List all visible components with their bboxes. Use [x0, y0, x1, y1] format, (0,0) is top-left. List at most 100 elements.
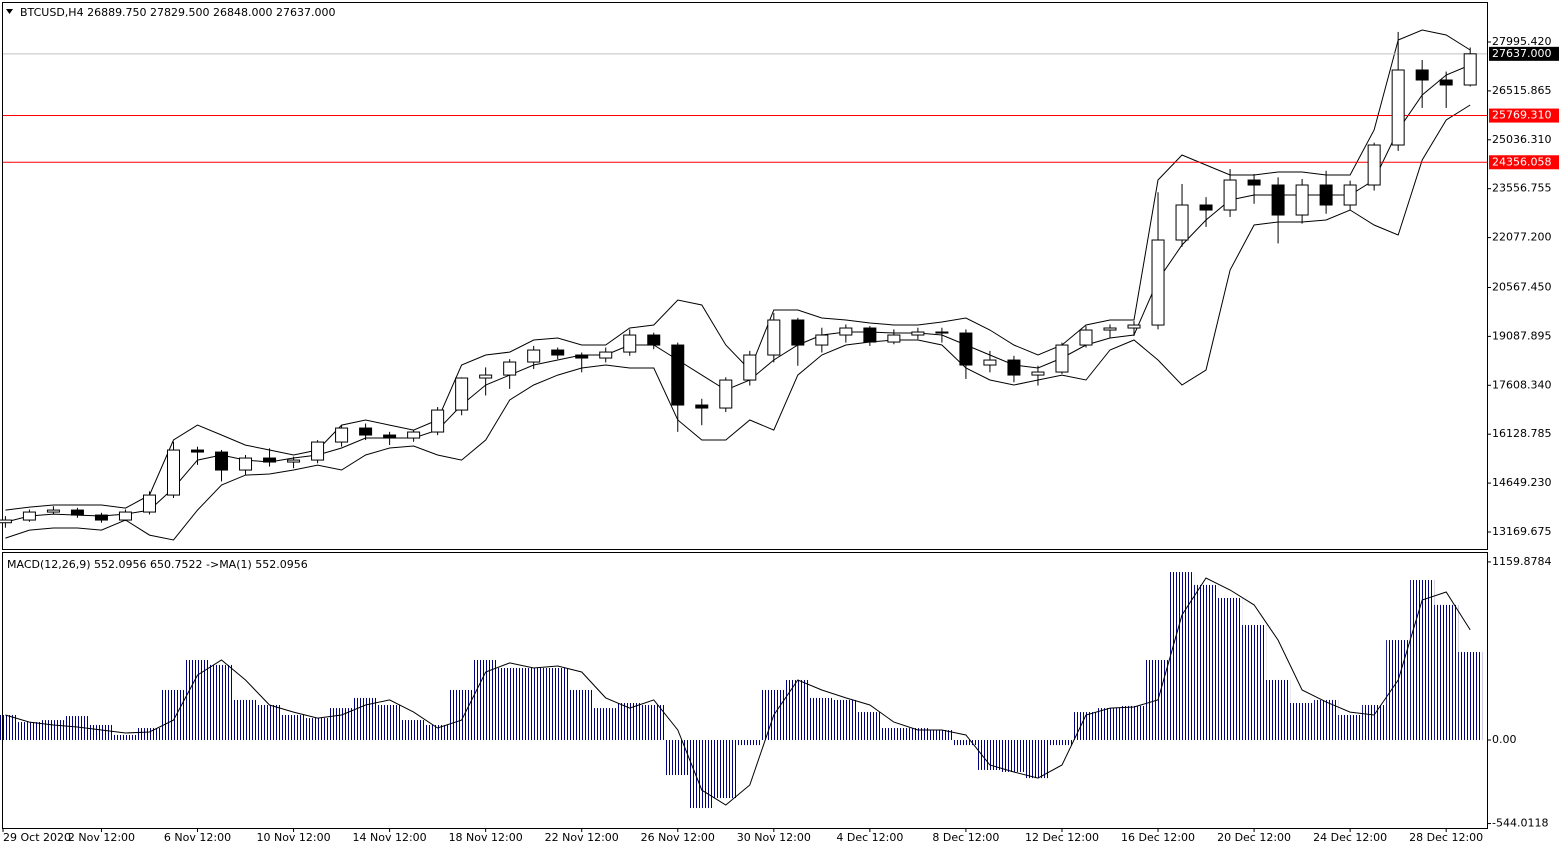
candle-body [1247, 179, 1261, 186]
macd-bar [1001, 740, 1026, 772]
x-tick-label: 30 Nov 12:00 [737, 831, 811, 844]
candle-body [1391, 69, 1405, 146]
candle-body [1007, 359, 1021, 376]
candle-body [166, 449, 180, 496]
candle-body [839, 327, 853, 336]
y-tick-label: -544.0118 [1492, 817, 1548, 830]
macd-bar [545, 668, 570, 741]
menu-arrow[interactable] [6, 9, 13, 14]
x-tick-label: 12 Dec 12:00 [1025, 831, 1099, 844]
macd-bar [449, 689, 474, 741]
macd-bar [17, 722, 42, 741]
macd-bar [1386, 640, 1411, 741]
macd-bar [305, 718, 330, 741]
macd-bar [497, 668, 522, 741]
candle-body [1343, 184, 1357, 206]
candle-body [1151, 239, 1165, 326]
candle-body [983, 359, 997, 366]
candle-body [815, 334, 829, 346]
macd-bar [1410, 580, 1435, 741]
candle-body [791, 319, 805, 346]
macd-bar [1458, 652, 1483, 741]
macd-bar [41, 720, 66, 741]
candle-body [70, 509, 84, 516]
candle-body [455, 377, 469, 411]
x-tick-label: 2 Nov 12:00 [68, 831, 135, 844]
macd-bar [1290, 703, 1315, 741]
candle-body [551, 349, 565, 356]
candle-body [22, 511, 36, 521]
x-tick-label: 6 Nov 12:00 [164, 831, 231, 844]
macd-bar [881, 728, 906, 741]
level-label-box [1489, 108, 1559, 123]
y-tick-label: 16128.785 [1492, 427, 1552, 440]
y-tick-label: 22077.200 [1492, 231, 1552, 244]
signal-line [5, 577, 1471, 806]
candle-body [647, 334, 661, 346]
macd-bar [905, 728, 930, 741]
candle-body [1223, 179, 1237, 211]
candle-body [695, 404, 709, 409]
bollinger-upper [5, 29, 1471, 511]
macd-bar [1314, 699, 1339, 741]
macd-bar [857, 712, 882, 741]
macd-bar [665, 740, 690, 776]
candle-body [959, 332, 973, 366]
macd-bar [401, 720, 426, 741]
candle-body [1319, 184, 1333, 206]
y-tick-label: 0.00 [1492, 733, 1517, 746]
candle-body [479, 374, 493, 379]
price-panel-frame [2, 2, 1488, 550]
macd-bar [809, 697, 834, 741]
candle-body [743, 354, 757, 381]
candle-body [911, 331, 925, 336]
x-tick-label: 16 Dec 12:00 [1121, 831, 1195, 844]
macd-bar [113, 734, 138, 741]
candle-body [719, 379, 733, 409]
x-tick-label: 18 Nov 12:00 [449, 831, 523, 844]
candle-body [1055, 344, 1069, 373]
macd-bar [1338, 714, 1363, 741]
candle-body [335, 427, 349, 443]
candle-body [94, 514, 108, 521]
macd-bar [65, 716, 90, 741]
candle-body [407, 431, 421, 439]
macd-bar [377, 705, 402, 741]
macd-bar [329, 708, 354, 741]
candle-body [1367, 144, 1381, 186]
macd-bar [1434, 604, 1459, 741]
last-price-label: 27637.000 [1492, 47, 1552, 60]
y-tick-label: 20567.450 [1492, 280, 1552, 293]
candle-body [887, 334, 901, 343]
candle-body [118, 511, 132, 521]
candle-body [623, 334, 637, 353]
x-tick-label: 8 Dec 12:00 [932, 831, 999, 844]
candle-body [1271, 184, 1285, 216]
y-tick-label: 1159.8784 [1492, 555, 1552, 568]
x-tick-label: 26 Nov 12:00 [641, 831, 715, 844]
candle-body [671, 344, 685, 406]
macd-bar [233, 699, 258, 741]
x-tick-label: 20 Dec 12:00 [1217, 831, 1291, 844]
candle-body [1199, 204, 1213, 211]
chart-header: BTCUSD,H4 26889.750 27829.500 26848.000 … [20, 6, 336, 19]
macd-bar [641, 705, 666, 741]
macd-bar [833, 699, 858, 741]
macd-bar [569, 689, 594, 741]
candle-body [311, 441, 325, 461]
candle-body [1079, 329, 1093, 346]
candle-body [383, 434, 397, 439]
x-tick-label: 24 Dec 12:00 [1313, 831, 1387, 844]
y-tick-label: 19087.895 [1492, 329, 1552, 342]
macd-bar [473, 660, 498, 741]
y-tick-label: 13169.675 [1492, 525, 1552, 538]
x-tick-label: 4 Dec 12:00 [836, 831, 903, 844]
x-tick-label: 28 Dec 12:00 [1409, 831, 1483, 844]
macd-bar [785, 679, 810, 741]
x-tick-label: 14 Nov 12:00 [353, 831, 427, 844]
candle-body [263, 457, 277, 463]
macd-bar [161, 689, 186, 741]
macd-bar [137, 728, 162, 741]
